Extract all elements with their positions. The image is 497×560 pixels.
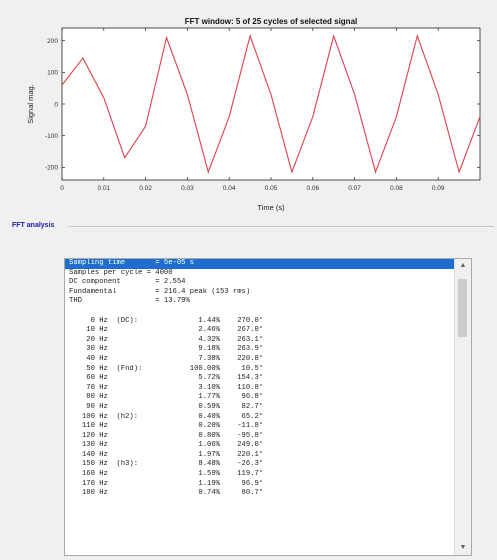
list-item[interactable] (65, 307, 457, 317)
x-tick-label: 0.06 (306, 185, 319, 192)
x-tick-label: 0.04 (223, 185, 236, 192)
list-item[interactable]: 100 Hz (h2): 0.40% 65.2° (69, 412, 264, 421)
list-item[interactable]: 120 Hz 0.80% -95.8° (69, 431, 264, 440)
scroll-thumb[interactable] (458, 279, 467, 337)
x-tick-label: 0 (60, 185, 64, 192)
list-item[interactable]: 170 Hz 1.19% 96.9° (69, 479, 264, 488)
y-tick-label: -200 (45, 165, 58, 172)
list-item[interactable]: THD = 13.79% (69, 297, 190, 306)
y-tick-label: -100 (45, 133, 58, 140)
x-tick-label: 0.01 (97, 185, 110, 192)
x-tick-label: 0.09 (432, 185, 445, 192)
y-tick-label: 100 (47, 70, 58, 77)
list-item[interactable]: 90 Hz 0.59% 82.7° (69, 402, 264, 411)
fft-results-list[interactable]: Sampling time = 5e-05 s Samples per cycle… (65, 259, 457, 499)
y-tick-label: 0 (54, 101, 58, 108)
list-item[interactable]: DC component = 2.554 (69, 278, 186, 287)
x-tick-label: 0.03 (181, 185, 194, 192)
plot-ticks: 0 0.01 0.02 0.03 0.04 0.05 0.06 0.07 0.08 0.09 -20… (45, 28, 480, 192)
list-item[interactable]: 20 Hz 4.32% 263.1° (69, 335, 264, 344)
x-tick-label: 0.08 (390, 185, 403, 192)
list-item[interactable]: Samples per cycle = 4000 (69, 268, 173, 277)
section-divider (68, 226, 494, 227)
plot-axes-box (61, 27, 481, 181)
fft-window-plot: FFT window: 5 of 25 cycles of selected s… (26, 17, 481, 212)
list-item[interactable]: 160 Hz 1.59% 119.7° (69, 470, 264, 479)
list-item[interactable]: 40 Hz 7.38% 220.8° (69, 354, 264, 363)
list-item[interactable]: 60 Hz 5.72% 154.3° (69, 374, 264, 383)
plot-title: FFT window: 5 of 25 cycles of selected s… (185, 17, 358, 26)
signal-line (61, 34, 481, 174)
y-axis-label: Signal mag. (26, 84, 35, 124)
list-item[interactable]: 30 Hz 9.18% 263.9° (69, 345, 264, 354)
x-tick-label: 0.05 (265, 185, 278, 192)
list-item[interactable]: 70 Hz 3.10% 110.8° (69, 383, 264, 392)
x-tick-label: 0.02 (139, 185, 152, 192)
list-item[interactable]: 10 Hz 2.46% 267.0° (69, 326, 264, 335)
list-item[interactable]: 150 Hz (h3): 8.48% -26.3° (69, 460, 264, 469)
fft-results-listbox[interactable]: Sampling time = 5e-05 s Samples per cycle… (64, 258, 472, 556)
list-item[interactable]: Fundamental = 216.4 peak (153 rms) (69, 287, 251, 296)
list-item[interactable]: 0 Hz (DC): 1.44% 270.0° (69, 316, 264, 325)
x-tick-label: 0.07 (348, 185, 361, 192)
list-item[interactable]: 50 Hz (Fnd): 100.00% 10.5° (69, 364, 264, 373)
fft-analysis-label: FFT analysis (12, 222, 55, 229)
list-item[interactable]: 110 Hz 0.20% -11.8° (69, 422, 264, 431)
list-item[interactable]: 180 Hz 0.74% 80.7° (69, 489, 264, 498)
y-tick-label: 200 (47, 38, 58, 45)
scroll-up-icon[interactable]: ▲ (459, 262, 467, 269)
list-item[interactable]: 130 Hz 1.06% 249.0° (69, 441, 264, 450)
x-axis-label: Time (s) (257, 203, 285, 212)
list-item[interactable]: 80 Hz 1.77% 96.8° (69, 393, 264, 402)
scroll-down-icon[interactable]: ▼ (459, 544, 467, 551)
vertical-scrollbar[interactable]: ▲ ▼ (454, 259, 471, 555)
list-item-selected[interactable]: Sampling time = 5e-05 s (65, 259, 457, 269)
list-item[interactable]: 140 Hz 1.97% 220.1° (69, 450, 264, 459)
